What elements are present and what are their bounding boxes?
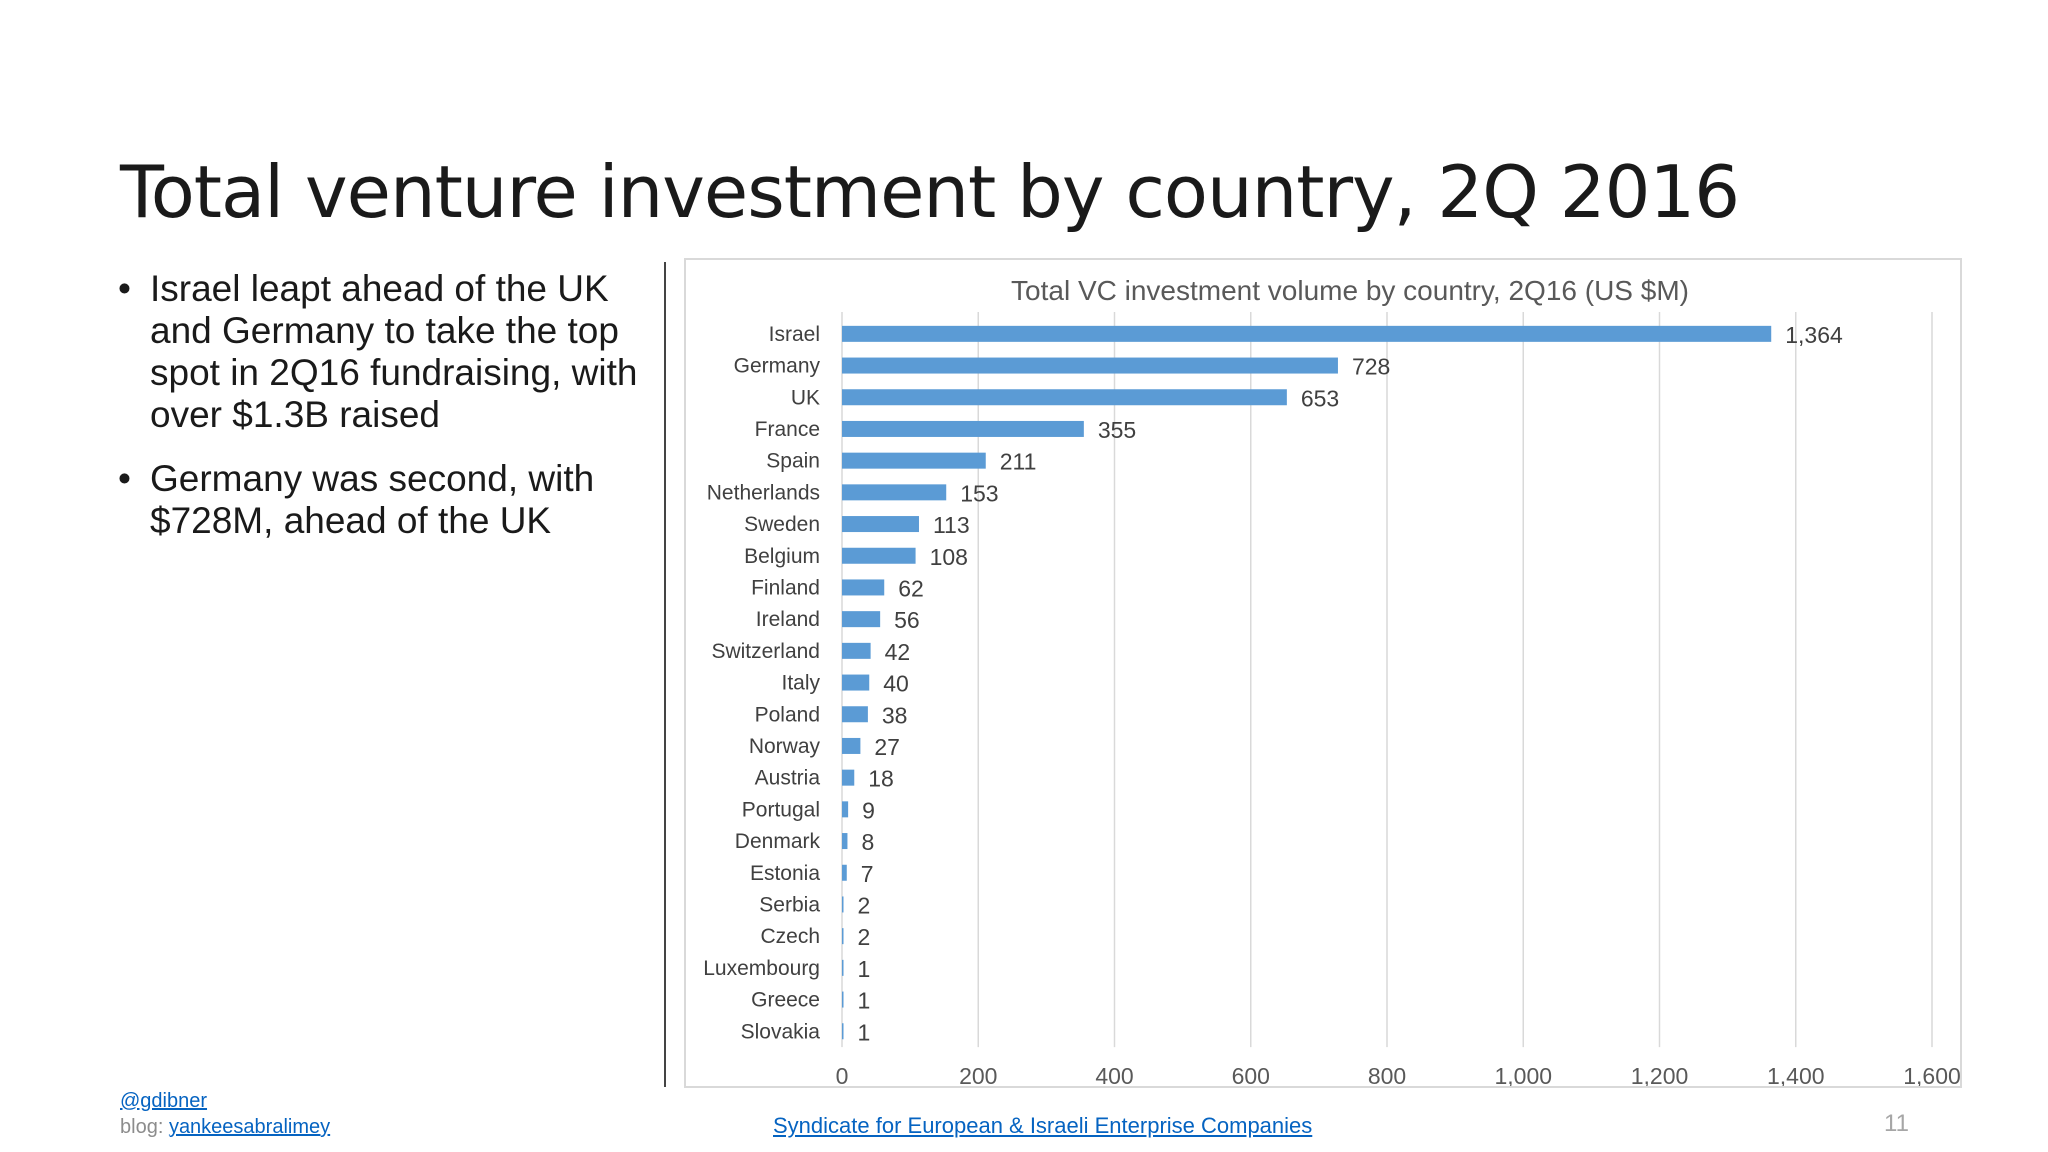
bar — [842, 516, 919, 533]
x-tick-label: 200 — [959, 1063, 997, 1086]
data-label: 38 — [882, 702, 908, 728]
source-link[interactable]: Syndicate for European & Israeli Enterpr… — [773, 1113, 1313, 1138]
category-label: Israel — [769, 323, 820, 346]
category-label: Czech — [760, 925, 820, 948]
data-label: 113 — [933, 512, 970, 538]
bar — [842, 896, 844, 913]
data-label: 211 — [1000, 449, 1037, 475]
bar — [842, 737, 861, 754]
bar — [842, 801, 849, 818]
category-label: Norway — [749, 735, 821, 758]
category-label: Spain — [766, 450, 820, 473]
x-tick-label: 1,400 — [1767, 1063, 1825, 1086]
category-label: Greece — [751, 989, 820, 1012]
bar — [842, 991, 844, 1008]
data-label: 108 — [930, 544, 968, 570]
data-label: 355 — [1098, 417, 1136, 443]
data-label: 1 — [858, 956, 871, 982]
bar — [842, 579, 885, 596]
data-label: 42 — [885, 639, 911, 665]
data-label: 1 — [858, 988, 871, 1014]
data-label: 40 — [883, 671, 909, 697]
data-label: 653 — [1301, 385, 1339, 411]
bar — [842, 706, 868, 723]
data-label: 62 — [898, 575, 924, 601]
bar — [842, 484, 947, 501]
bar — [842, 928, 844, 945]
data-label: 2 — [858, 892, 871, 918]
category-label: Switzerland — [711, 640, 820, 663]
data-label: 153 — [960, 480, 998, 506]
bar — [842, 769, 855, 786]
chart-frame: Total VC investment volume by country, 2… — [684, 258, 1962, 1088]
x-axis-ticks: 0 200 400 600 800 1,000 1,200 1,400 1,600 — [836, 1063, 1960, 1086]
bar — [842, 357, 1338, 374]
data-label: 7 — [861, 861, 874, 887]
category-label: Netherlands — [707, 481, 820, 504]
bar — [842, 959, 844, 976]
category-label: Belgium — [744, 545, 820, 568]
bars — [842, 325, 1772, 1040]
category-label: UK — [791, 386, 820, 409]
blog-label: blog: — [120, 1116, 164, 1138]
x-tick-label: 1,200 — [1631, 1063, 1689, 1086]
x-tick-label: 1,600 — [1903, 1063, 1960, 1086]
category-label: Estonia — [750, 862, 820, 885]
data-label: 1 — [858, 1019, 871, 1045]
vertical-divider — [664, 262, 666, 1087]
bar — [842, 642, 871, 659]
x-tick-label: 400 — [1095, 1063, 1133, 1086]
category-label: Serbia — [759, 893, 820, 916]
bar — [842, 864, 847, 881]
bar — [842, 389, 1287, 406]
category-labels: Israel Germany UK France Spain Netherlands Swe… — [703, 323, 820, 1043]
data-label: 2 — [858, 924, 871, 950]
bar — [842, 833, 848, 850]
bar — [842, 452, 986, 469]
bar — [842, 674, 870, 691]
bar-chart: Total VC investment volume by country, 2… — [703, 275, 1960, 1086]
chart-title: Total VC investment volume by country, 2… — [1011, 275, 1689, 306]
page-number: 11 — [1884, 1110, 1909, 1137]
category-label: Italy — [781, 672, 820, 695]
x-tick-label: 800 — [1368, 1063, 1406, 1086]
bullet-item: Israel leapt ahead of the UK and Germany… — [118, 268, 658, 436]
data-label: 56 — [894, 607, 920, 633]
category-label: Poland — [755, 703, 820, 726]
data-label: 18 — [868, 766, 894, 792]
bullet-item: Germany was second, with $728M, ahead of… — [118, 458, 658, 542]
slide-title: Total venture investment by country, 2Q … — [120, 150, 1740, 234]
category-label: France — [755, 418, 820, 441]
category-label: Ireland — [756, 608, 820, 631]
data-labels: 1,36472865335521115311310862564240382718… — [858, 322, 1843, 1045]
x-tick-label: 1,000 — [1494, 1063, 1552, 1086]
data-label: 8 — [861, 829, 874, 855]
category-label: Germany — [734, 355, 821, 378]
category-label: Finland — [751, 576, 820, 599]
data-label: 728 — [1352, 354, 1390, 380]
data-label: 9 — [862, 797, 875, 823]
twitter-handle-link[interactable]: @gdibner — [120, 1090, 208, 1112]
bullet-list: Israel leapt ahead of the UK and Germany… — [118, 268, 658, 564]
bar — [842, 325, 1772, 342]
data-label: 27 — [874, 734, 900, 760]
bar — [842, 547, 916, 564]
category-label: Luxembourg — [703, 957, 820, 980]
category-label: Slovakia — [741, 1020, 821, 1043]
category-label: Austria — [755, 767, 821, 790]
bar — [842, 611, 881, 628]
bar — [842, 420, 1084, 437]
category-label: Sweden — [744, 513, 820, 536]
category-label: Denmark — [735, 830, 821, 853]
x-tick-label: 600 — [1232, 1063, 1270, 1086]
blog-link[interactable]: yankeesabralimey — [168, 1116, 331, 1138]
bar — [842, 1023, 844, 1040]
category-label: Portugal — [742, 798, 820, 821]
x-tick-label: 0 — [836, 1063, 849, 1086]
data-label: 1,364 — [1785, 322, 1843, 348]
